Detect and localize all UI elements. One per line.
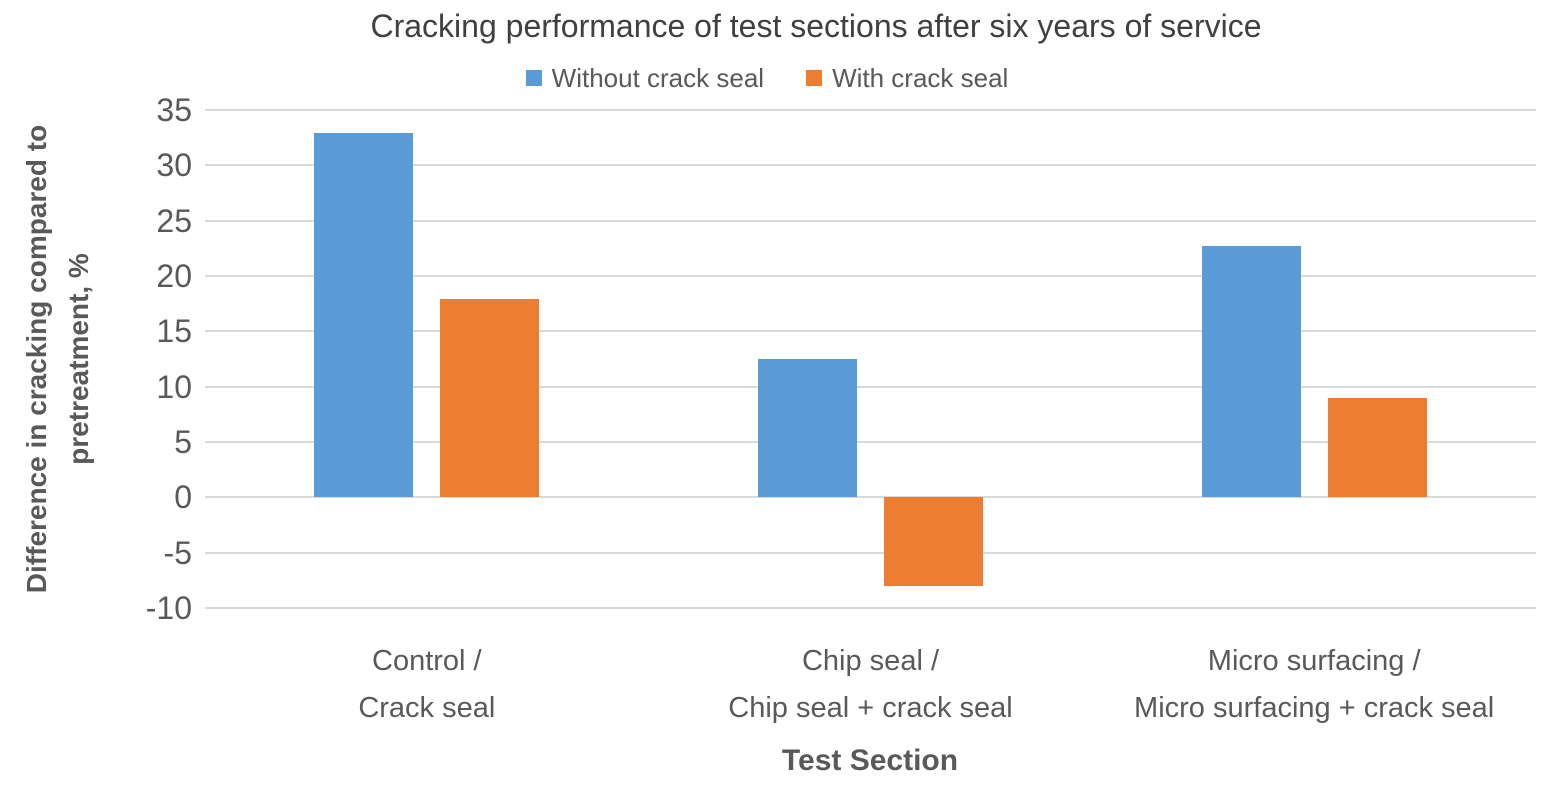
y-tick-label--10: -10 (145, 590, 192, 626)
y-tick-label-15: 15 (156, 313, 192, 350)
y-tick-label-5: 5 (174, 424, 192, 460)
plot-area (205, 109, 1536, 609)
y-tick-label-30: 30 (156, 147, 192, 184)
category-label-2-line: Micro surfacing + crack seal (1134, 692, 1495, 724)
bar-without-crack-seal-0 (314, 133, 414, 498)
gridline-y--10 (205, 607, 1536, 609)
category-label-0-line: Control / (372, 645, 482, 677)
gridline-y-5 (205, 441, 1536, 443)
legend-swatch-without-crack-seal (525, 70, 542, 86)
legend-label-without-crack-seal: Without crack seal (551, 62, 765, 93)
gridline-y-0 (205, 496, 1536, 499)
bar-without-crack-seal-2 (1201, 246, 1301, 498)
legend-swatch-with-crack-seal (806, 70, 823, 86)
legend: Without crack seal With crack seal (0, 62, 1534, 94)
gridline-y-20 (205, 275, 1536, 277)
gridline-y-10 (205, 385, 1536, 388)
gridline-y-25 (205, 219, 1536, 222)
category-label-1: Chip seal / Chip seal + crack seal (636, 638, 1106, 732)
y-tick-label-25: 25 (156, 202, 192, 239)
x-axis-title: Test Section (781, 744, 959, 777)
legend-item-with-crack-seal: With crack seal (806, 63, 1008, 94)
bar-with-crack-seal-1 (884, 497, 983, 586)
gridline-y-35 (205, 109, 1536, 111)
legend-label-with-crack-seal: With crack seal (832, 62, 1009, 93)
legend-item-without-crack-seal: Without crack seal (525, 62, 765, 94)
category-label-1-line: Chip seal / (801, 645, 939, 677)
bar-with-crack-seal-2 (1327, 397, 1427, 498)
y-tick-label-20: 20 (156, 258, 192, 294)
gridline-y-30 (205, 164, 1536, 167)
category-label-1-line: Chip seal + crack seal (728, 692, 1013, 724)
y-tick-label-0: 0 (174, 479, 192, 516)
chart-title: Cracking performance of test sections af… (370, 8, 1262, 44)
category-label-0-line: Crack seal (358, 692, 496, 724)
category-label-2-line: Micro surfacing / (1207, 645, 1421, 677)
category-label-0: Control / Crack seal (192, 638, 662, 732)
y-tick-label-10: 10 (156, 368, 192, 405)
category-label-2: Micro surfacing / Micro surfacing + crack… (1079, 638, 1549, 732)
y-tick-label-35: 35 (156, 92, 192, 128)
y-tick-label--5: -5 (163, 534, 192, 571)
bar-with-crack-seal-0 (440, 299, 540, 498)
y-axis-title-line-1: Difference in cracking compared to (21, 124, 52, 594)
gridline-y-15 (205, 330, 1536, 333)
bar-without-crack-seal-1 (758, 359, 857, 498)
gridline-y--5 (205, 551, 1536, 554)
